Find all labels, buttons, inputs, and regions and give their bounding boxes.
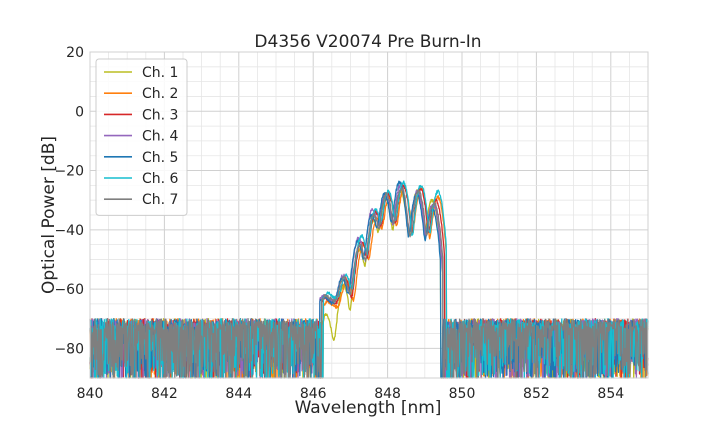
y-tick-label: 0 <box>75 104 84 120</box>
x-tick-label: 842 <box>151 386 178 402</box>
series-line-7 <box>89 187 649 379</box>
chart-title: D4356 V20074 Pre Burn-In <box>254 32 481 52</box>
legend-label: Ch. 4 <box>142 129 179 145</box>
y-tick-label: 20 <box>66 45 84 61</box>
legend-label: Ch. 5 <box>142 150 178 166</box>
y-tick-label: −40 <box>54 223 84 239</box>
x-tick-label: 852 <box>523 386 550 402</box>
x-tick-label: 850 <box>449 386 476 402</box>
y-tick-label: −80 <box>54 341 84 357</box>
y-tick-label: −20 <box>54 164 84 180</box>
legend-box <box>95 58 188 216</box>
series-lines <box>89 180 649 379</box>
x-tick-label: 844 <box>225 386 252 402</box>
y-tick-label: −60 <box>54 282 84 298</box>
legend-label: Ch. 2 <box>142 86 178 102</box>
legend-label: Ch. 6 <box>142 171 179 187</box>
y-axis-label: Optical Power [dB] <box>39 136 59 294</box>
plot-border <box>89 51 649 379</box>
tick-labels: 840 842 844 846 848 850 852 854 −80 −60 −40 −20 0 20 <box>54 45 624 402</box>
legend-label: Ch. 7 <box>142 192 178 208</box>
legend-label: Ch. 3 <box>142 107 178 123</box>
x-tick-label: 854 <box>597 386 624 402</box>
x-tick-label: 848 <box>374 386 401 402</box>
x-tick-label: 846 <box>300 386 327 402</box>
x-axis-label: Wavelength [nm] <box>295 398 442 418</box>
legend: Ch. 1 Ch. 2 Ch. 3 Ch. 4 Ch. 5 Ch. 6 Ch. 7 <box>95 58 188 216</box>
plot-frame <box>89 51 649 379</box>
x-tick-label: 840 <box>77 386 104 402</box>
legend-label: Ch. 1 <box>142 65 178 81</box>
